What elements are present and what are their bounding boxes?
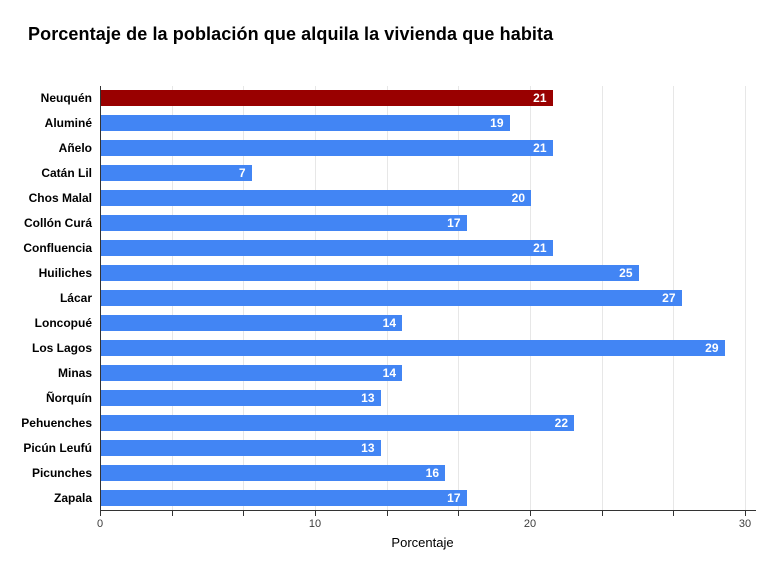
bar: 14: [101, 314, 402, 331]
y-axis-baseline: [100, 86, 101, 510]
category-label: Neuquén: [40, 91, 92, 106]
bar: 13: [101, 389, 381, 406]
category-label: Lácar: [59, 291, 92, 305]
bar: 20: [101, 190, 531, 207]
category-label: Añelo: [58, 141, 92, 156]
bar: 22: [101, 414, 574, 431]
bar-value-label: 21: [533, 241, 547, 256]
category-label: Aluminé: [44, 116, 92, 131]
gridline: [744, 86, 746, 510]
bar: 21: [101, 140, 553, 157]
bar-value-label: 22: [554, 415, 568, 430]
bar-value-label: 14: [382, 315, 396, 330]
bar: 17: [101, 215, 467, 232]
category-label: Confluencia: [23, 241, 92, 256]
x-tick-label: 30: [738, 518, 752, 530]
x-axis-tick: [171, 511, 173, 516]
bar-value-label: 17: [447, 490, 461, 505]
chart-title: Porcentaje de la población que alquila l…: [28, 24, 554, 44]
x-axis-tick: [529, 511, 531, 516]
bar: 7: [101, 165, 252, 182]
bar: 25: [101, 265, 639, 282]
category-label: Minas: [57, 365, 92, 380]
bar-value-label: 16: [425, 465, 439, 480]
category-label: Picún Leufú: [23, 440, 92, 455]
bar-value-label: 17: [447, 216, 461, 231]
x-axis-title: Porcentaje: [391, 535, 454, 550]
x-axis-tick: [673, 511, 675, 516]
bar-value-label: 29: [705, 340, 719, 355]
bar-value-label: 19: [490, 116, 504, 131]
category-label: Huiliches: [38, 266, 92, 281]
bar-value-label: 20: [511, 191, 525, 206]
category-label: Picunches: [31, 465, 92, 480]
x-axis-tick: [100, 511, 101, 516]
x-axis-tick: [386, 511, 388, 516]
category-label: Collón Curá: [24, 216, 92, 231]
bar: 29: [101, 339, 725, 356]
x-axis-tick: [601, 511, 603, 516]
x-axis-tick: [243, 511, 245, 516]
bar: 21: [101, 240, 553, 257]
category-label: Loncopué: [34, 315, 92, 330]
x-tick-label: 0: [96, 518, 104, 530]
bar-value-label: 21: [533, 141, 547, 156]
x-axis-tick: [314, 511, 316, 516]
bar-value-label: 25: [619, 266, 633, 281]
bar-value-label: 14: [382, 365, 396, 380]
bar: 27: [101, 290, 682, 306]
x-tick-label: 10: [308, 518, 322, 530]
bar-value-label: 13: [361, 390, 375, 405]
category-label: Chos Malal: [28, 191, 92, 206]
category-label: Zapala: [53, 490, 92, 505]
bar: 19: [101, 115, 510, 132]
bar: 21: [101, 90, 553, 107]
bar-value-label: 7: [238, 166, 246, 181]
bar-value-label: 21: [533, 91, 547, 106]
category-label: Catán Lil: [41, 166, 92, 181]
category-label: Pehuenches: [21, 415, 92, 430]
bar-value-label: 13: [361, 440, 375, 455]
x-axis-line: [100, 510, 756, 511]
x-axis-tick: [458, 511, 460, 516]
x-tick-label: 20: [523, 518, 537, 530]
bar: 17: [101, 489, 467, 506]
bar: 16: [101, 464, 445, 481]
x-axis-tick: [744, 511, 746, 516]
category-label: Ñorquín: [46, 390, 92, 405]
bar-value-label: 27: [662, 291, 676, 305]
category-label: Los Lagos: [31, 340, 92, 355]
bar: 13: [101, 439, 381, 456]
bar: 14: [101, 364, 402, 381]
